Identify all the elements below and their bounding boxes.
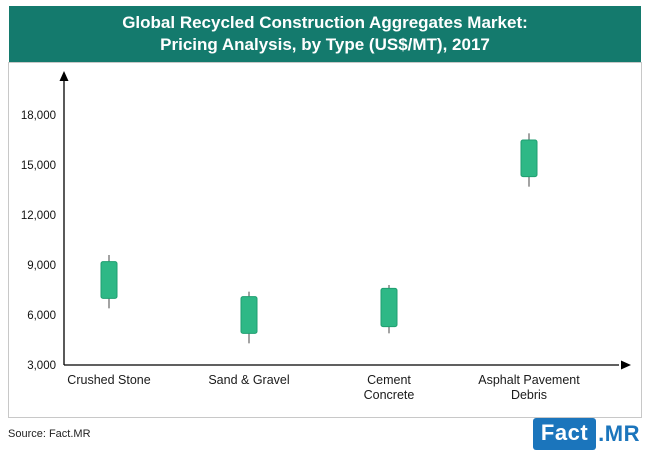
category-label: Concrete — [364, 388, 415, 402]
candle-box — [100, 261, 118, 299]
candle-box — [520, 139, 538, 178]
title-line-2: Pricing Analysis, by Type (US$/MT), 2017 — [160, 35, 490, 54]
candle — [240, 291, 258, 344]
candlestick-chart: 3,000 6,000 9,000 12,000 15,000 18,000 Crushed… — [21, 71, 631, 402]
title-line-1: Global Recycled Construction Aggregates … — [122, 13, 528, 32]
candle — [520, 133, 538, 187]
y-tick-label: 12,000 — [21, 210, 56, 222]
candle-box — [240, 296, 258, 334]
category-label: Crushed Stone — [67, 373, 150, 387]
candle-box — [380, 287, 398, 328]
y-tick-label: 3,000 — [27, 360, 56, 372]
y-tick-label: 6,000 — [27, 310, 56, 322]
source-note: Source: Fact.MR — [8, 428, 91, 440]
category-label: Cement — [367, 373, 411, 387]
category-label: Asphalt Pavement — [478, 373, 580, 387]
y-axis-arrow-icon — [59, 71, 69, 81]
category-label: Debris — [511, 388, 547, 402]
candle — [100, 255, 118, 309]
y-tick-label: 15,000 — [21, 160, 56, 172]
category-label: Sand & Gravel — [208, 373, 289, 387]
y-tick-label: 18,000 — [21, 110, 56, 122]
logo-fact-block: Fact — [532, 418, 597, 450]
factmr-logo: Fact .MR — [532, 418, 640, 450]
logo-mr-text: .MR — [598, 421, 640, 446]
price-chart-panel: 3,000 6,000 9,000 12,000 15,000 18,000 Crushed… — [8, 62, 642, 418]
x-axis-arrow-icon — [621, 360, 631, 370]
y-tick-label: 9,000 — [27, 260, 56, 272]
candle — [380, 285, 398, 334]
chart-title-banner: Global Recycled Construction Aggregates … — [9, 6, 641, 64]
